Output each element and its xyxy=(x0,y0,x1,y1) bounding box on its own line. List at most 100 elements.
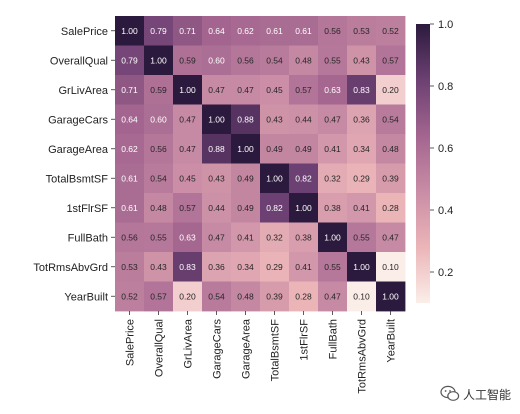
cell-value-label: 0.36 xyxy=(208,262,225,272)
heatmap-cell xyxy=(260,252,290,282)
y-tick-label: GarageCars xyxy=(48,114,108,126)
x-tick-label: OverallQual xyxy=(154,319,166,377)
heatmap-cell xyxy=(173,163,203,194)
y-tick-label: OverallQual xyxy=(50,55,108,67)
x-tick-label: GrLivArea xyxy=(183,318,195,368)
cell-value-label: 0.47 xyxy=(208,232,225,242)
cell-value-label: 0.64 xyxy=(121,114,138,124)
cell-value-label: 0.28 xyxy=(295,291,312,301)
cell-value-label: 0.10 xyxy=(353,291,370,301)
cell-value-label: 0.38 xyxy=(295,232,312,242)
heatmap-cell xyxy=(173,134,203,164)
cell-value-label: 0.34 xyxy=(353,144,370,154)
cell-value-label: 1.00 xyxy=(353,262,370,272)
cell-value-label: 0.48 xyxy=(237,291,254,301)
heatmap-cell xyxy=(202,45,232,76)
heatmap-cell xyxy=(376,252,406,282)
heatmap-cell xyxy=(260,163,290,194)
cell-value-label: 1.00 xyxy=(324,232,341,242)
heatmap-cell xyxy=(115,104,145,135)
x-tick-label: 1stFlrSF xyxy=(299,319,311,361)
cell-value-label: 0.60 xyxy=(150,114,167,124)
heatmap-cell xyxy=(289,281,319,312)
heatmap-cell xyxy=(115,45,145,76)
cell-value-label: 0.63 xyxy=(179,232,196,242)
heatmap-cell xyxy=(347,252,377,282)
cell-value-label: 0.62 xyxy=(237,26,254,36)
cell-value-label: 0.47 xyxy=(324,291,341,301)
cell-value-label: 0.28 xyxy=(382,203,399,213)
cell-value-label: 0.57 xyxy=(150,291,167,301)
cell-value-label: 0.52 xyxy=(382,26,399,36)
cell-value-label: 0.20 xyxy=(382,85,399,95)
cell-value-label: 0.56 xyxy=(237,55,254,65)
cell-value-label: 0.82 xyxy=(266,203,283,213)
heatmap-cell xyxy=(318,252,348,282)
heatmap-cell xyxy=(376,104,406,135)
heatmap-cell xyxy=(318,104,348,135)
heatmap-cell xyxy=(115,222,145,253)
heatmap-cell xyxy=(231,45,261,76)
x-tick-label: TotalBsmtSF xyxy=(270,319,282,382)
cell-value-label: 0.39 xyxy=(266,291,283,301)
heatmap-cell xyxy=(144,16,174,46)
heatmap-cell xyxy=(144,163,174,194)
cell-value-label: 0.61 xyxy=(266,26,283,36)
cell-value-label: 0.32 xyxy=(324,173,341,183)
heatmap-cell xyxy=(231,104,261,135)
heatmap-cell xyxy=(289,104,319,135)
cell-value-label: 0.71 xyxy=(179,26,196,36)
heatmap-cell xyxy=(173,281,203,312)
cell-value-label: 0.48 xyxy=(382,144,399,154)
cell-value-label: 0.43 xyxy=(266,114,283,124)
heatmap-cell xyxy=(318,75,348,105)
heatmap-cell xyxy=(173,193,203,223)
heatmap-cell xyxy=(289,163,319,194)
cell-value-label: 0.55 xyxy=(324,262,341,272)
cell-value-label: 0.34 xyxy=(237,262,254,272)
cell-value-label: 0.48 xyxy=(295,55,312,65)
heatmap-cell xyxy=(289,222,319,253)
cell-value-label: 1.00 xyxy=(266,173,283,183)
heatmap-cell xyxy=(231,222,261,253)
colorbar-tick-label: 0.8 xyxy=(438,81,453,93)
heatmap-cell xyxy=(260,75,290,105)
heatmap-cell xyxy=(144,222,174,253)
heatmap-cell xyxy=(347,45,377,76)
cell-value-label: 0.61 xyxy=(121,203,138,213)
cell-value-label: 0.56 xyxy=(150,144,167,154)
cell-value-label: 0.57 xyxy=(295,85,312,95)
cell-value-label: 0.47 xyxy=(382,232,399,242)
heatmap-cell xyxy=(202,252,232,282)
heatmap-cell xyxy=(231,281,261,312)
cell-value-label: 0.45 xyxy=(266,85,283,95)
heatmap-cell xyxy=(144,252,174,282)
heatmap-cell xyxy=(376,163,406,194)
cell-value-label: 0.20 xyxy=(179,291,196,301)
heatmap-cell xyxy=(202,75,232,105)
heatmap-cell xyxy=(231,16,261,46)
heatmap-cell xyxy=(115,193,145,223)
cell-value-label: 0.83 xyxy=(179,262,196,272)
heatmap-cell xyxy=(260,104,290,135)
cell-value-label: 0.55 xyxy=(324,55,341,65)
x-tick-label: FullBath xyxy=(328,319,340,359)
heatmap-cell xyxy=(376,16,406,46)
cell-value-label: 0.53 xyxy=(121,262,138,272)
cell-value-label: 0.79 xyxy=(150,26,167,36)
heatmap-cell xyxy=(318,16,348,46)
heatmap-cell xyxy=(115,16,145,46)
colorbar-tick-label: 0.4 xyxy=(438,205,453,217)
heatmap-cell xyxy=(289,252,319,282)
y-tick-label: YearBuilt xyxy=(64,291,108,303)
cell-value-label: 0.79 xyxy=(121,55,138,65)
cell-value-label: 0.59 xyxy=(179,55,196,65)
cell-value-label: 0.60 xyxy=(208,55,225,65)
cell-value-label: 0.44 xyxy=(208,203,225,213)
heatmap-cell xyxy=(318,45,348,76)
heatmap-cell xyxy=(289,75,319,105)
cell-value-label: 0.61 xyxy=(121,173,138,183)
watermark: 人工智能 xyxy=(440,382,518,406)
heatmap-cell xyxy=(347,75,377,105)
